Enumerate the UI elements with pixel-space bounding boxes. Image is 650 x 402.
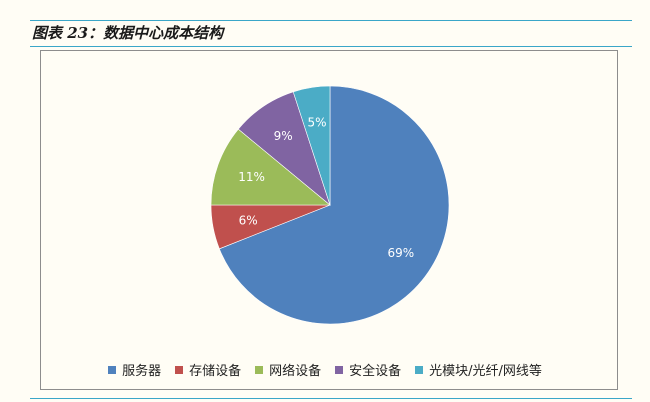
legend-label-3: 网络设备 — [269, 364, 322, 379]
pie-label-1: 69% — [388, 246, 415, 260]
pie-slice-1 — [218, 85, 450, 325]
chart-legend: 服务器 存储设备 网络设备 安全设备 光模块/光纤/网线等 — [0, 360, 650, 379]
legend-item-5: 光模块/光纤/网线等 — [415, 360, 542, 379]
top-rule — [30, 20, 632, 21]
legend-label-4: 安全设备 — [349, 364, 402, 379]
legend-item-1: 服务器 — [108, 360, 161, 379]
legend-item-3: 网络设备 — [255, 360, 321, 379]
bottom-rule — [30, 398, 632, 399]
figure-title: 图表 23：数据中心成本结构 — [32, 24, 224, 42]
pie-slice-3 — [210, 128, 331, 206]
legend-swatch-2 — [175, 365, 184, 374]
legend-label-1: 服务器 — [122, 364, 162, 379]
pie-label-5: 5% — [307, 116, 326, 130]
legend-item-4: 安全设备 — [335, 360, 401, 379]
legend-item-2: 存储设备 — [175, 360, 241, 379]
legend-swatch-5 — [415, 365, 424, 374]
pie-label-3: 11% — [238, 170, 265, 184]
pie-label-4: 9% — [274, 129, 293, 143]
legend-label-2: 存储设备 — [189, 364, 242, 379]
legend-label-5: 光模块/光纤/网线等 — [429, 364, 542, 379]
pie-label-2: 6% — [239, 214, 258, 228]
pie-slice-5 — [292, 85, 331, 206]
legend-swatch-1 — [108, 365, 117, 374]
title-rule — [30, 46, 632, 47]
legend-swatch-3 — [255, 365, 264, 374]
legend-swatch-4 — [335, 365, 344, 374]
